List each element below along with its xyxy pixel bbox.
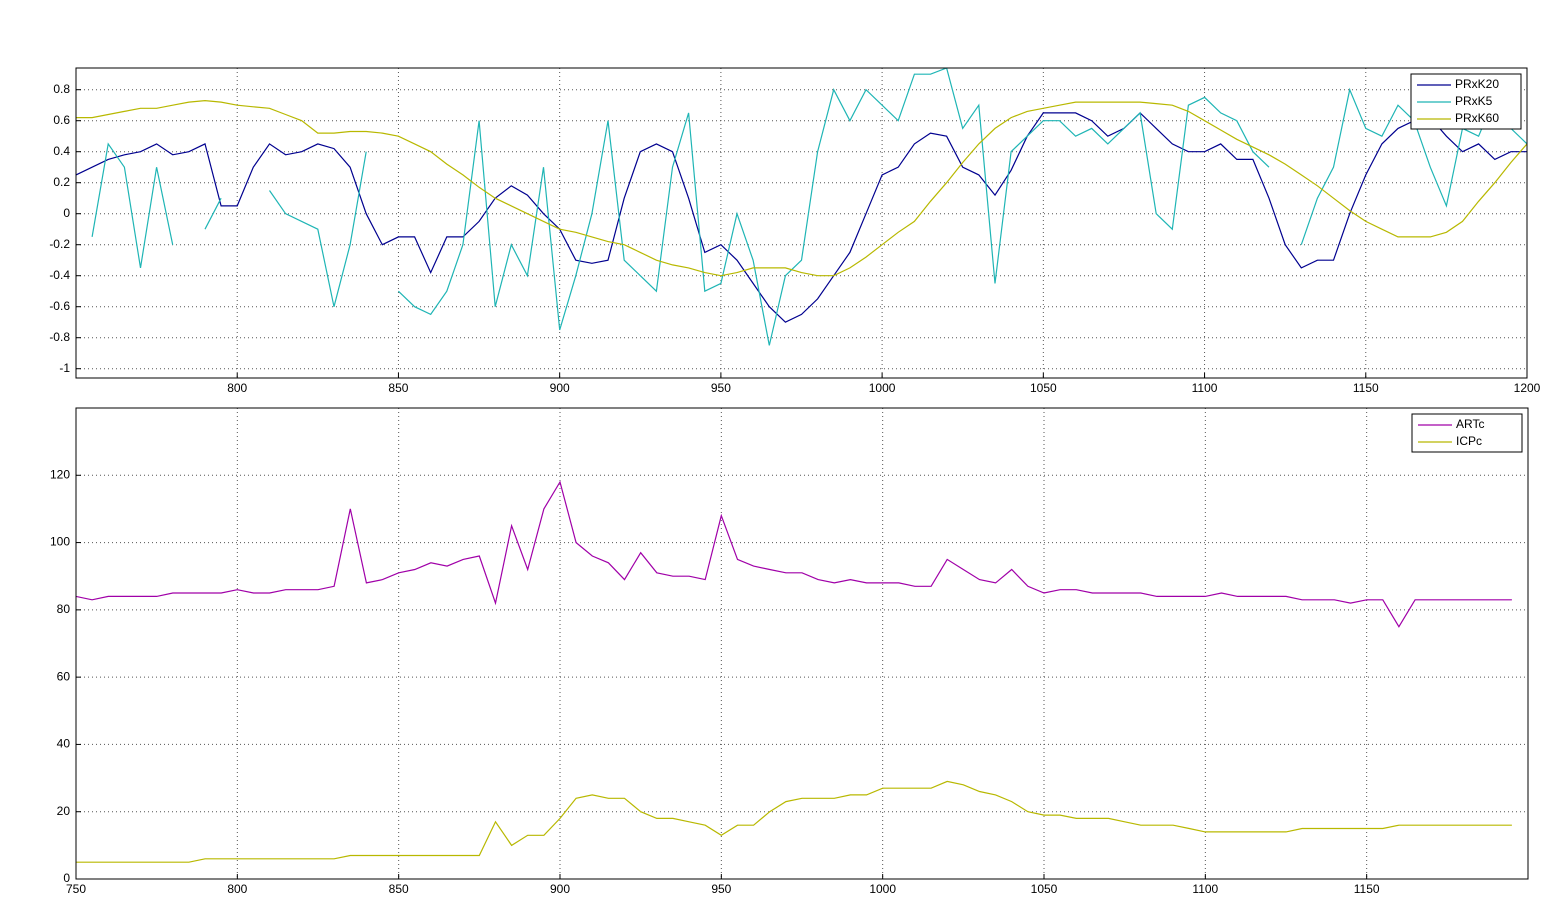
y-tick-label: 0.8 bbox=[53, 82, 70, 96]
series-line bbox=[76, 112, 1527, 323]
y-tick-label: 60 bbox=[57, 669, 71, 683]
plot-area bbox=[76, 68, 1527, 378]
y-tick-label: -0.2 bbox=[49, 237, 70, 251]
x-tick-label: 1000 bbox=[869, 882, 896, 896]
axes-box bbox=[75, 407, 1529, 880]
axes-box bbox=[75, 67, 1528, 379]
x-tick-label: 1000 bbox=[869, 381, 896, 395]
x-tick-label: 1100 bbox=[1192, 882, 1218, 896]
legend-label: PRxK60 bbox=[1455, 111, 1499, 125]
y-tick-label: -0.6 bbox=[49, 299, 70, 313]
y-tick-label: -0.4 bbox=[49, 268, 70, 282]
y-tick-label: 100 bbox=[50, 535, 70, 549]
y-tick-label: 0.2 bbox=[53, 175, 70, 189]
x-tick-label: 750 bbox=[66, 882, 86, 896]
y-tick-label: 0 bbox=[63, 206, 70, 220]
x-tick-label: 950 bbox=[711, 882, 731, 896]
x-tick-label: 950 bbox=[711, 381, 731, 395]
x-tick-label: 800 bbox=[227, 381, 247, 395]
y-tick-label: -0.8 bbox=[49, 330, 70, 344]
legend-label: PRxK5 bbox=[1455, 94, 1493, 108]
x-tick-label: 800 bbox=[227, 882, 247, 896]
series-line bbox=[76, 99, 1527, 277]
x-tick-label: 900 bbox=[550, 381, 570, 395]
x-tick-label: 1150 bbox=[1354, 882, 1380, 896]
legend-label: PRxK20 bbox=[1455, 77, 1499, 91]
x-tick-label: 900 bbox=[550, 882, 570, 896]
y-tick-label: -1 bbox=[59, 361, 70, 375]
x-tick-label: 850 bbox=[389, 882, 409, 896]
x-tick-label: 1150 bbox=[1353, 381, 1379, 395]
x-tick-label: 1050 bbox=[1030, 381, 1057, 395]
x-tick-label: 1200 bbox=[1514, 381, 1541, 395]
y-tick-label: 0.6 bbox=[53, 113, 70, 127]
x-tick-label: 1050 bbox=[1031, 882, 1058, 896]
y-tick-label: 120 bbox=[50, 467, 70, 481]
series-line bbox=[91, 68, 1527, 346]
legend-box bbox=[1411, 413, 1523, 453]
y-tick-label: 80 bbox=[57, 602, 71, 616]
legend-label: ICPc bbox=[1456, 434, 1482, 448]
series-line bbox=[76, 780, 1512, 863]
y-tick-label: 40 bbox=[57, 737, 71, 751]
y-tick-label: 0 bbox=[63, 871, 70, 885]
x-tick-label: 850 bbox=[388, 381, 408, 395]
legend-label: ARTc bbox=[1456, 417, 1484, 431]
series-line bbox=[76, 480, 1512, 628]
x-tick-label: 1100 bbox=[1192, 381, 1218, 395]
y-tick-label: 20 bbox=[57, 804, 71, 818]
y-tick-label: 0.4 bbox=[53, 144, 70, 158]
plot-area bbox=[76, 408, 1528, 879]
